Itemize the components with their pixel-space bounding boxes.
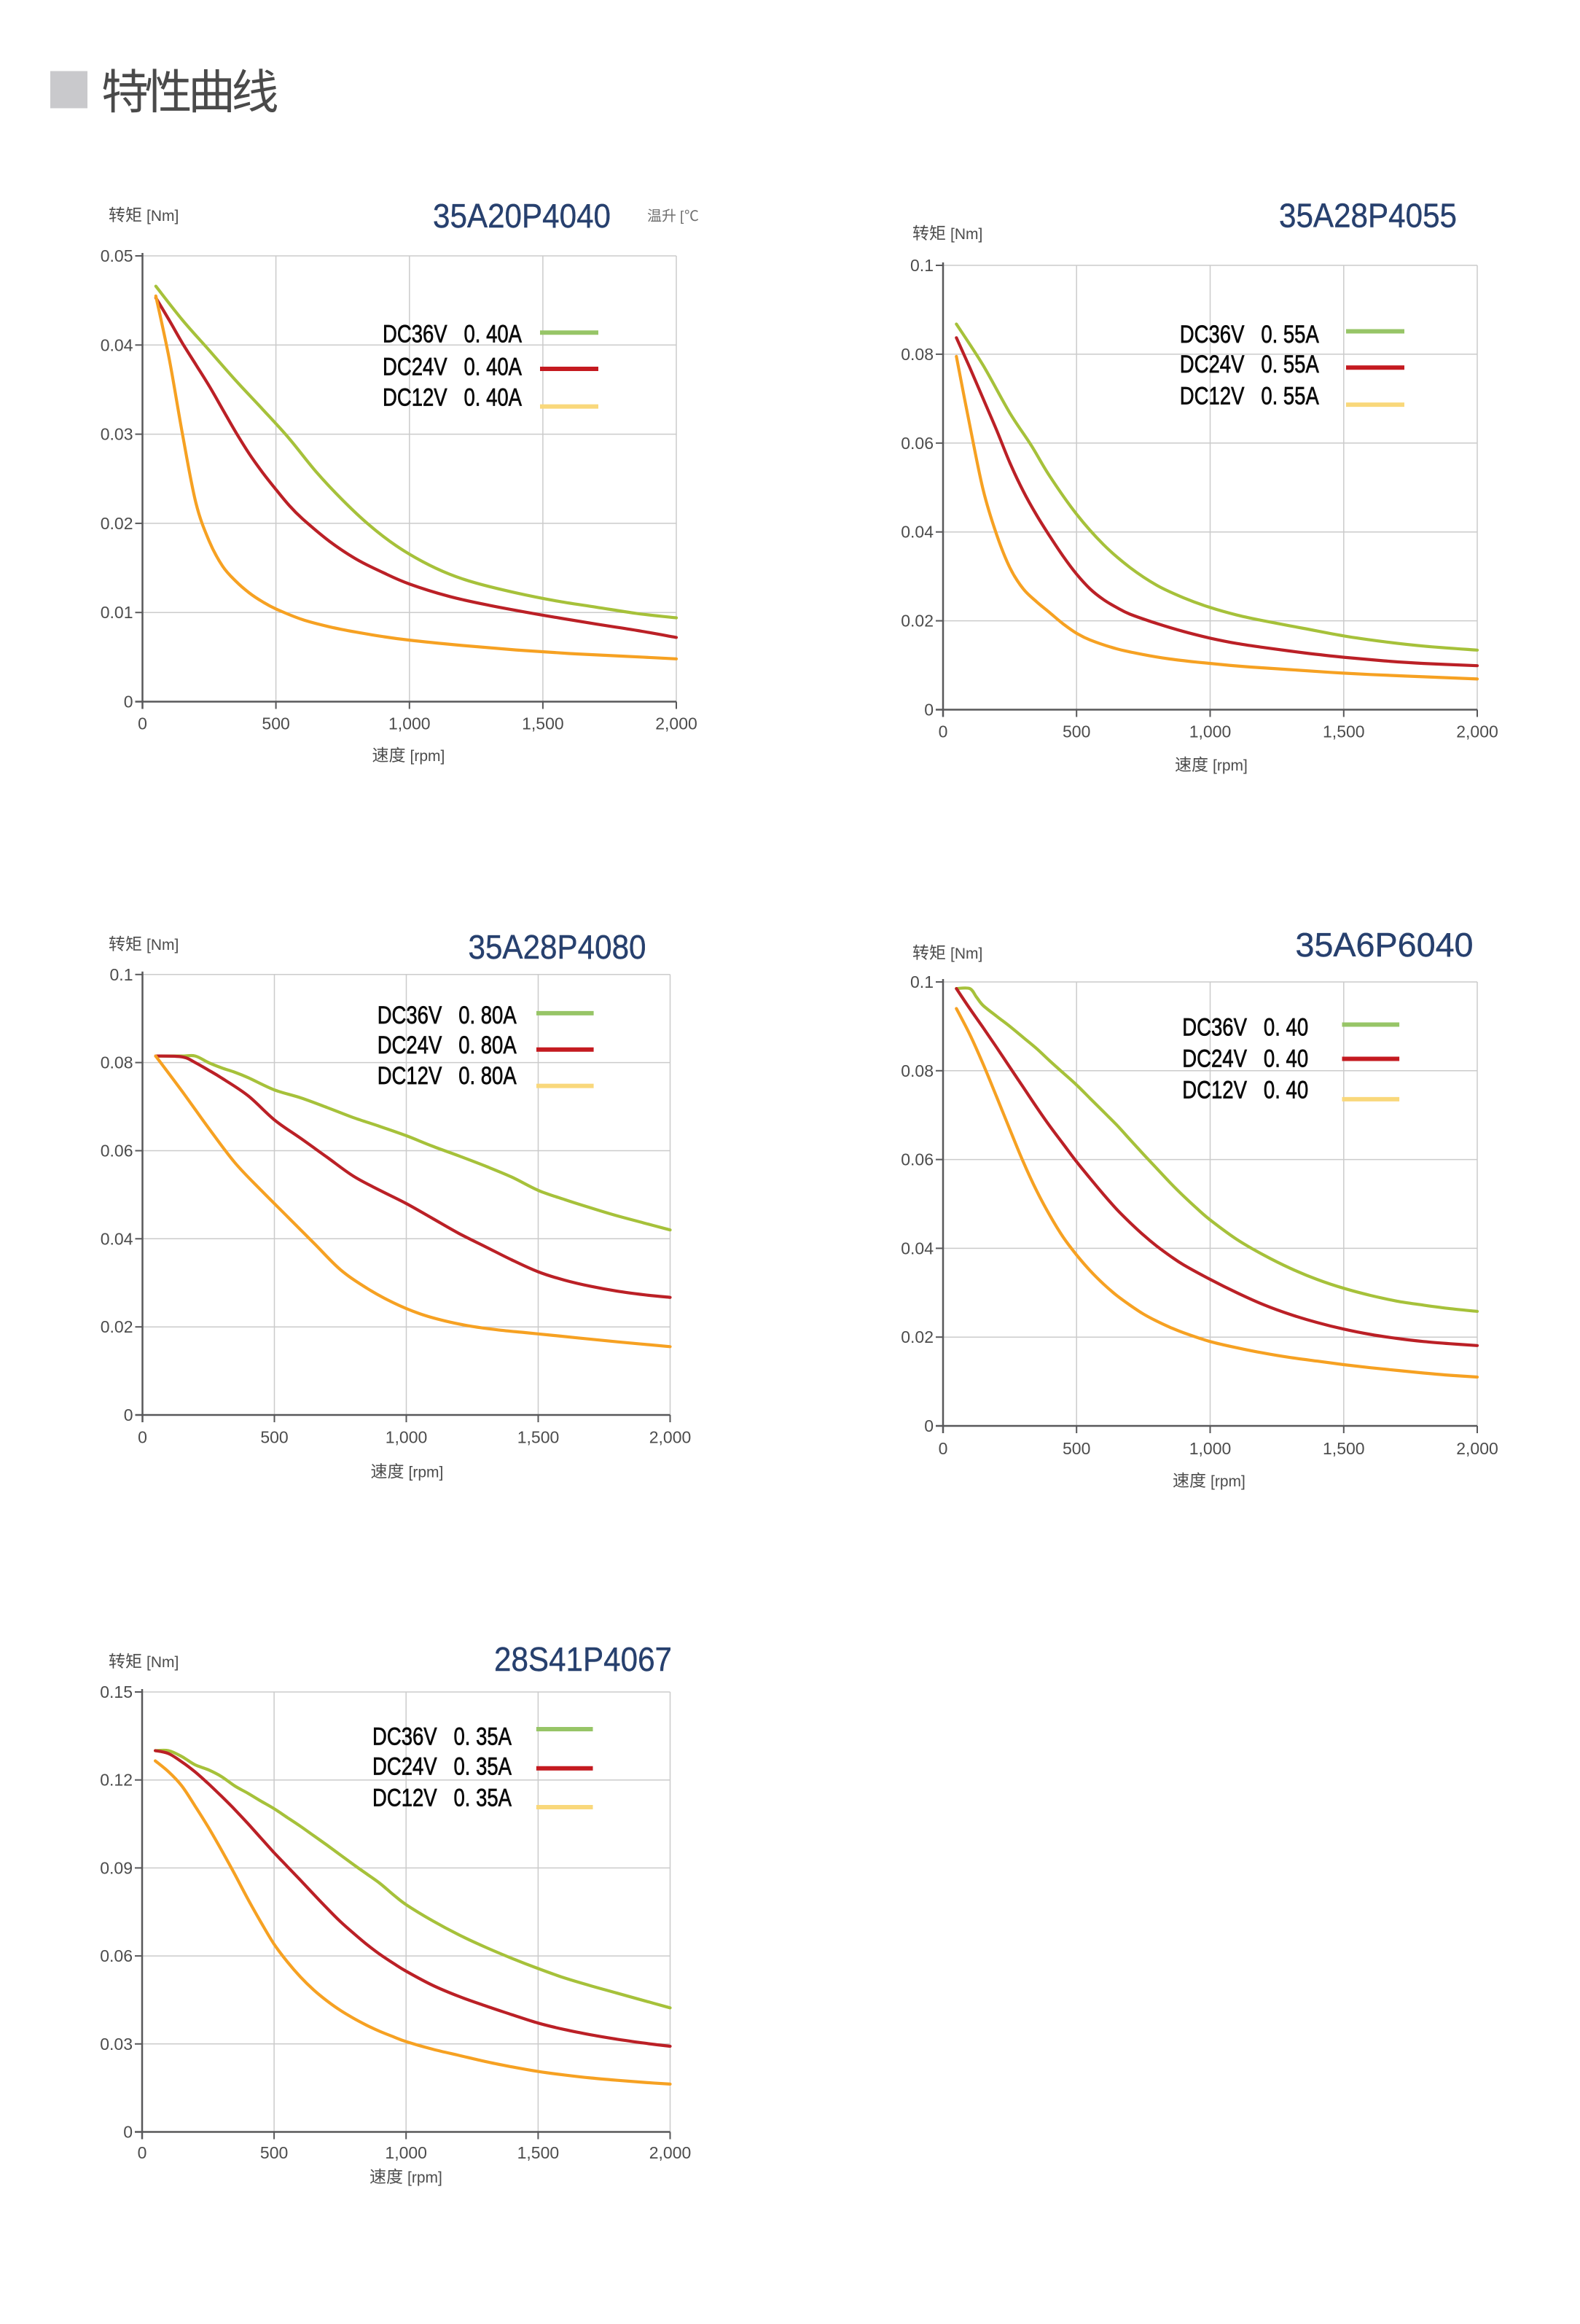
svg-text:0: 0 bbox=[123, 2123, 133, 2142]
svg-text:2,000: 2,000 bbox=[655, 714, 697, 733]
svg-text:1,000: 1,000 bbox=[1189, 1439, 1232, 1458]
svg-text:0.02: 0.02 bbox=[901, 1327, 934, 1346]
svg-text:0.04: 0.04 bbox=[901, 1239, 934, 1257]
svg-text:0.12: 0.12 bbox=[100, 1771, 133, 1790]
svg-text:1,500: 1,500 bbox=[517, 2143, 560, 2162]
svg-text:0.04: 0.04 bbox=[101, 335, 133, 354]
svg-text:0.15: 0.15 bbox=[100, 1682, 133, 1701]
svg-text:0: 0 bbox=[939, 1439, 948, 1458]
svg-text:0.1: 0.1 bbox=[910, 256, 934, 275]
svg-text:0: 0 bbox=[138, 1428, 147, 1447]
svg-text:0.02: 0.02 bbox=[901, 612, 934, 631]
svg-text:DC12V 0. 35A: DC12V 0. 35A bbox=[372, 1785, 512, 1812]
svg-text:1,500: 1,500 bbox=[522, 714, 564, 733]
svg-text:DC36V 0. 40A: DC36V 0. 40A bbox=[383, 321, 522, 348]
svg-text:1,500: 1,500 bbox=[1323, 1439, 1365, 1458]
svg-text:[rpm]: [rpm] bbox=[1213, 757, 1248, 774]
svg-text:1,500: 1,500 bbox=[517, 1428, 560, 1447]
svg-text:0.05: 0.05 bbox=[101, 246, 133, 265]
svg-text:[Nm]: [Nm] bbox=[146, 208, 179, 225]
svg-text:2,000: 2,000 bbox=[649, 1428, 692, 1447]
svg-text:500: 500 bbox=[1063, 1439, 1090, 1458]
svg-text:DC36V 0. 55A: DC36V 0. 55A bbox=[1180, 321, 1319, 348]
svg-text:DC12V 0. 40A: DC12V 0. 40A bbox=[383, 384, 522, 412]
svg-text:0.06: 0.06 bbox=[100, 1946, 133, 1965]
svg-text:500: 500 bbox=[262, 714, 289, 733]
svg-text:DC36V 0. 80A: DC36V 0. 80A bbox=[378, 1002, 517, 1029]
svg-text:DC36V 0. 40: DC36V 0. 40 bbox=[1182, 1014, 1308, 1042]
svg-text:0.02: 0.02 bbox=[101, 514, 133, 533]
svg-text:[Nm]: [Nm] bbox=[146, 937, 179, 954]
svg-text:0.03: 0.03 bbox=[101, 425, 133, 444]
svg-text:0: 0 bbox=[924, 701, 934, 720]
svg-text:0.08: 0.08 bbox=[101, 1053, 133, 1072]
svg-text:0.01: 0.01 bbox=[101, 603, 133, 622]
svg-text:1,000: 1,000 bbox=[385, 2143, 427, 2162]
svg-text:0: 0 bbox=[939, 722, 948, 741]
svg-text:28S41P4067: 28S41P4067 bbox=[494, 1640, 672, 1678]
svg-text:[rpm]: [rpm] bbox=[409, 1465, 444, 1481]
svg-text:0.02: 0.02 bbox=[101, 1317, 133, 1336]
svg-text:[rpm]: [rpm] bbox=[410, 748, 445, 765]
svg-text:DC24V 0. 40A: DC24V 0. 40A bbox=[383, 354, 522, 381]
svg-text:[Nm]: [Nm] bbox=[950, 945, 982, 962]
svg-text:0: 0 bbox=[138, 2143, 147, 2162]
svg-text:0: 0 bbox=[138, 714, 147, 733]
svg-text:[Nm]: [Nm] bbox=[950, 226, 982, 243]
svg-text:1,000: 1,000 bbox=[1189, 722, 1232, 741]
svg-text:[rpm]: [rpm] bbox=[407, 2169, 442, 2186]
svg-text:2,000: 2,000 bbox=[1456, 722, 1498, 741]
svg-text:2,000: 2,000 bbox=[1456, 1439, 1498, 1458]
svg-text:0.06: 0.06 bbox=[901, 434, 934, 453]
svg-text:DC12V 0. 55A: DC12V 0. 55A bbox=[1180, 382, 1319, 410]
svg-text:500: 500 bbox=[260, 1428, 288, 1447]
svg-text:35A6P6040: 35A6P6040 bbox=[1296, 926, 1474, 964]
svg-text:DC24V 0. 80A: DC24V 0. 80A bbox=[378, 1032, 517, 1059]
svg-text:1,000: 1,000 bbox=[386, 1428, 428, 1447]
svg-text:35A20P4040: 35A20P4040 bbox=[433, 197, 611, 235]
svg-text:0.03: 0.03 bbox=[100, 2035, 133, 2054]
svg-text:0.04: 0.04 bbox=[901, 523, 934, 542]
svg-text:1,500: 1,500 bbox=[1323, 722, 1365, 741]
svg-text:DC24V 0. 55A: DC24V 0. 55A bbox=[1180, 351, 1319, 378]
svg-text:0.1: 0.1 bbox=[110, 965, 133, 984]
svg-text:0.08: 0.08 bbox=[901, 1061, 934, 1080]
svg-text:35A28P4055: 35A28P4055 bbox=[1279, 197, 1457, 235]
svg-text:DC12V 0. 40: DC12V 0. 40 bbox=[1182, 1077, 1308, 1104]
svg-text:0: 0 bbox=[124, 1405, 133, 1424]
svg-text:1,000: 1,000 bbox=[388, 714, 431, 733]
svg-text:0.08: 0.08 bbox=[901, 345, 934, 364]
svg-text:[: [ bbox=[680, 209, 684, 225]
svg-text:DC12V 0. 80A: DC12V 0. 80A bbox=[378, 1062, 517, 1090]
svg-text:500: 500 bbox=[1063, 722, 1090, 741]
svg-text:0.06: 0.06 bbox=[901, 1150, 934, 1169]
svg-text:DC24V 0. 35A: DC24V 0. 35A bbox=[372, 1753, 512, 1781]
svg-text:0.06: 0.06 bbox=[101, 1142, 133, 1161]
svg-text:DC36V 0. 35A: DC36V 0. 35A bbox=[372, 1723, 512, 1751]
svg-text:DC24V 0. 40: DC24V 0. 40 bbox=[1182, 1045, 1308, 1072]
svg-text:[Nm]: [Nm] bbox=[146, 1654, 179, 1671]
svg-text:500: 500 bbox=[260, 2143, 288, 2162]
svg-text:0: 0 bbox=[924, 1416, 934, 1435]
svg-text:[rpm]: [rpm] bbox=[1211, 1473, 1245, 1490]
svg-text:0.1: 0.1 bbox=[910, 972, 934, 991]
svg-text:35A28P4080: 35A28P4080 bbox=[469, 928, 646, 966]
svg-text:0: 0 bbox=[124, 693, 133, 711]
svg-text:0.04: 0.04 bbox=[101, 1229, 133, 1248]
svg-text:2,000: 2,000 bbox=[649, 2143, 692, 2162]
svg-text:0.09: 0.09 bbox=[100, 1858, 133, 1877]
